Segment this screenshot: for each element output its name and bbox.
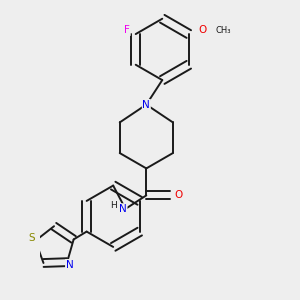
Text: CH₃: CH₃ xyxy=(216,26,231,35)
Text: O: O xyxy=(198,26,206,35)
Text: S: S xyxy=(28,233,35,243)
Text: F: F xyxy=(124,26,130,35)
Text: N: N xyxy=(142,100,150,110)
Text: O: O xyxy=(175,190,183,200)
Text: N: N xyxy=(119,204,127,214)
Text: N: N xyxy=(66,260,74,270)
Text: H: H xyxy=(110,201,117,210)
